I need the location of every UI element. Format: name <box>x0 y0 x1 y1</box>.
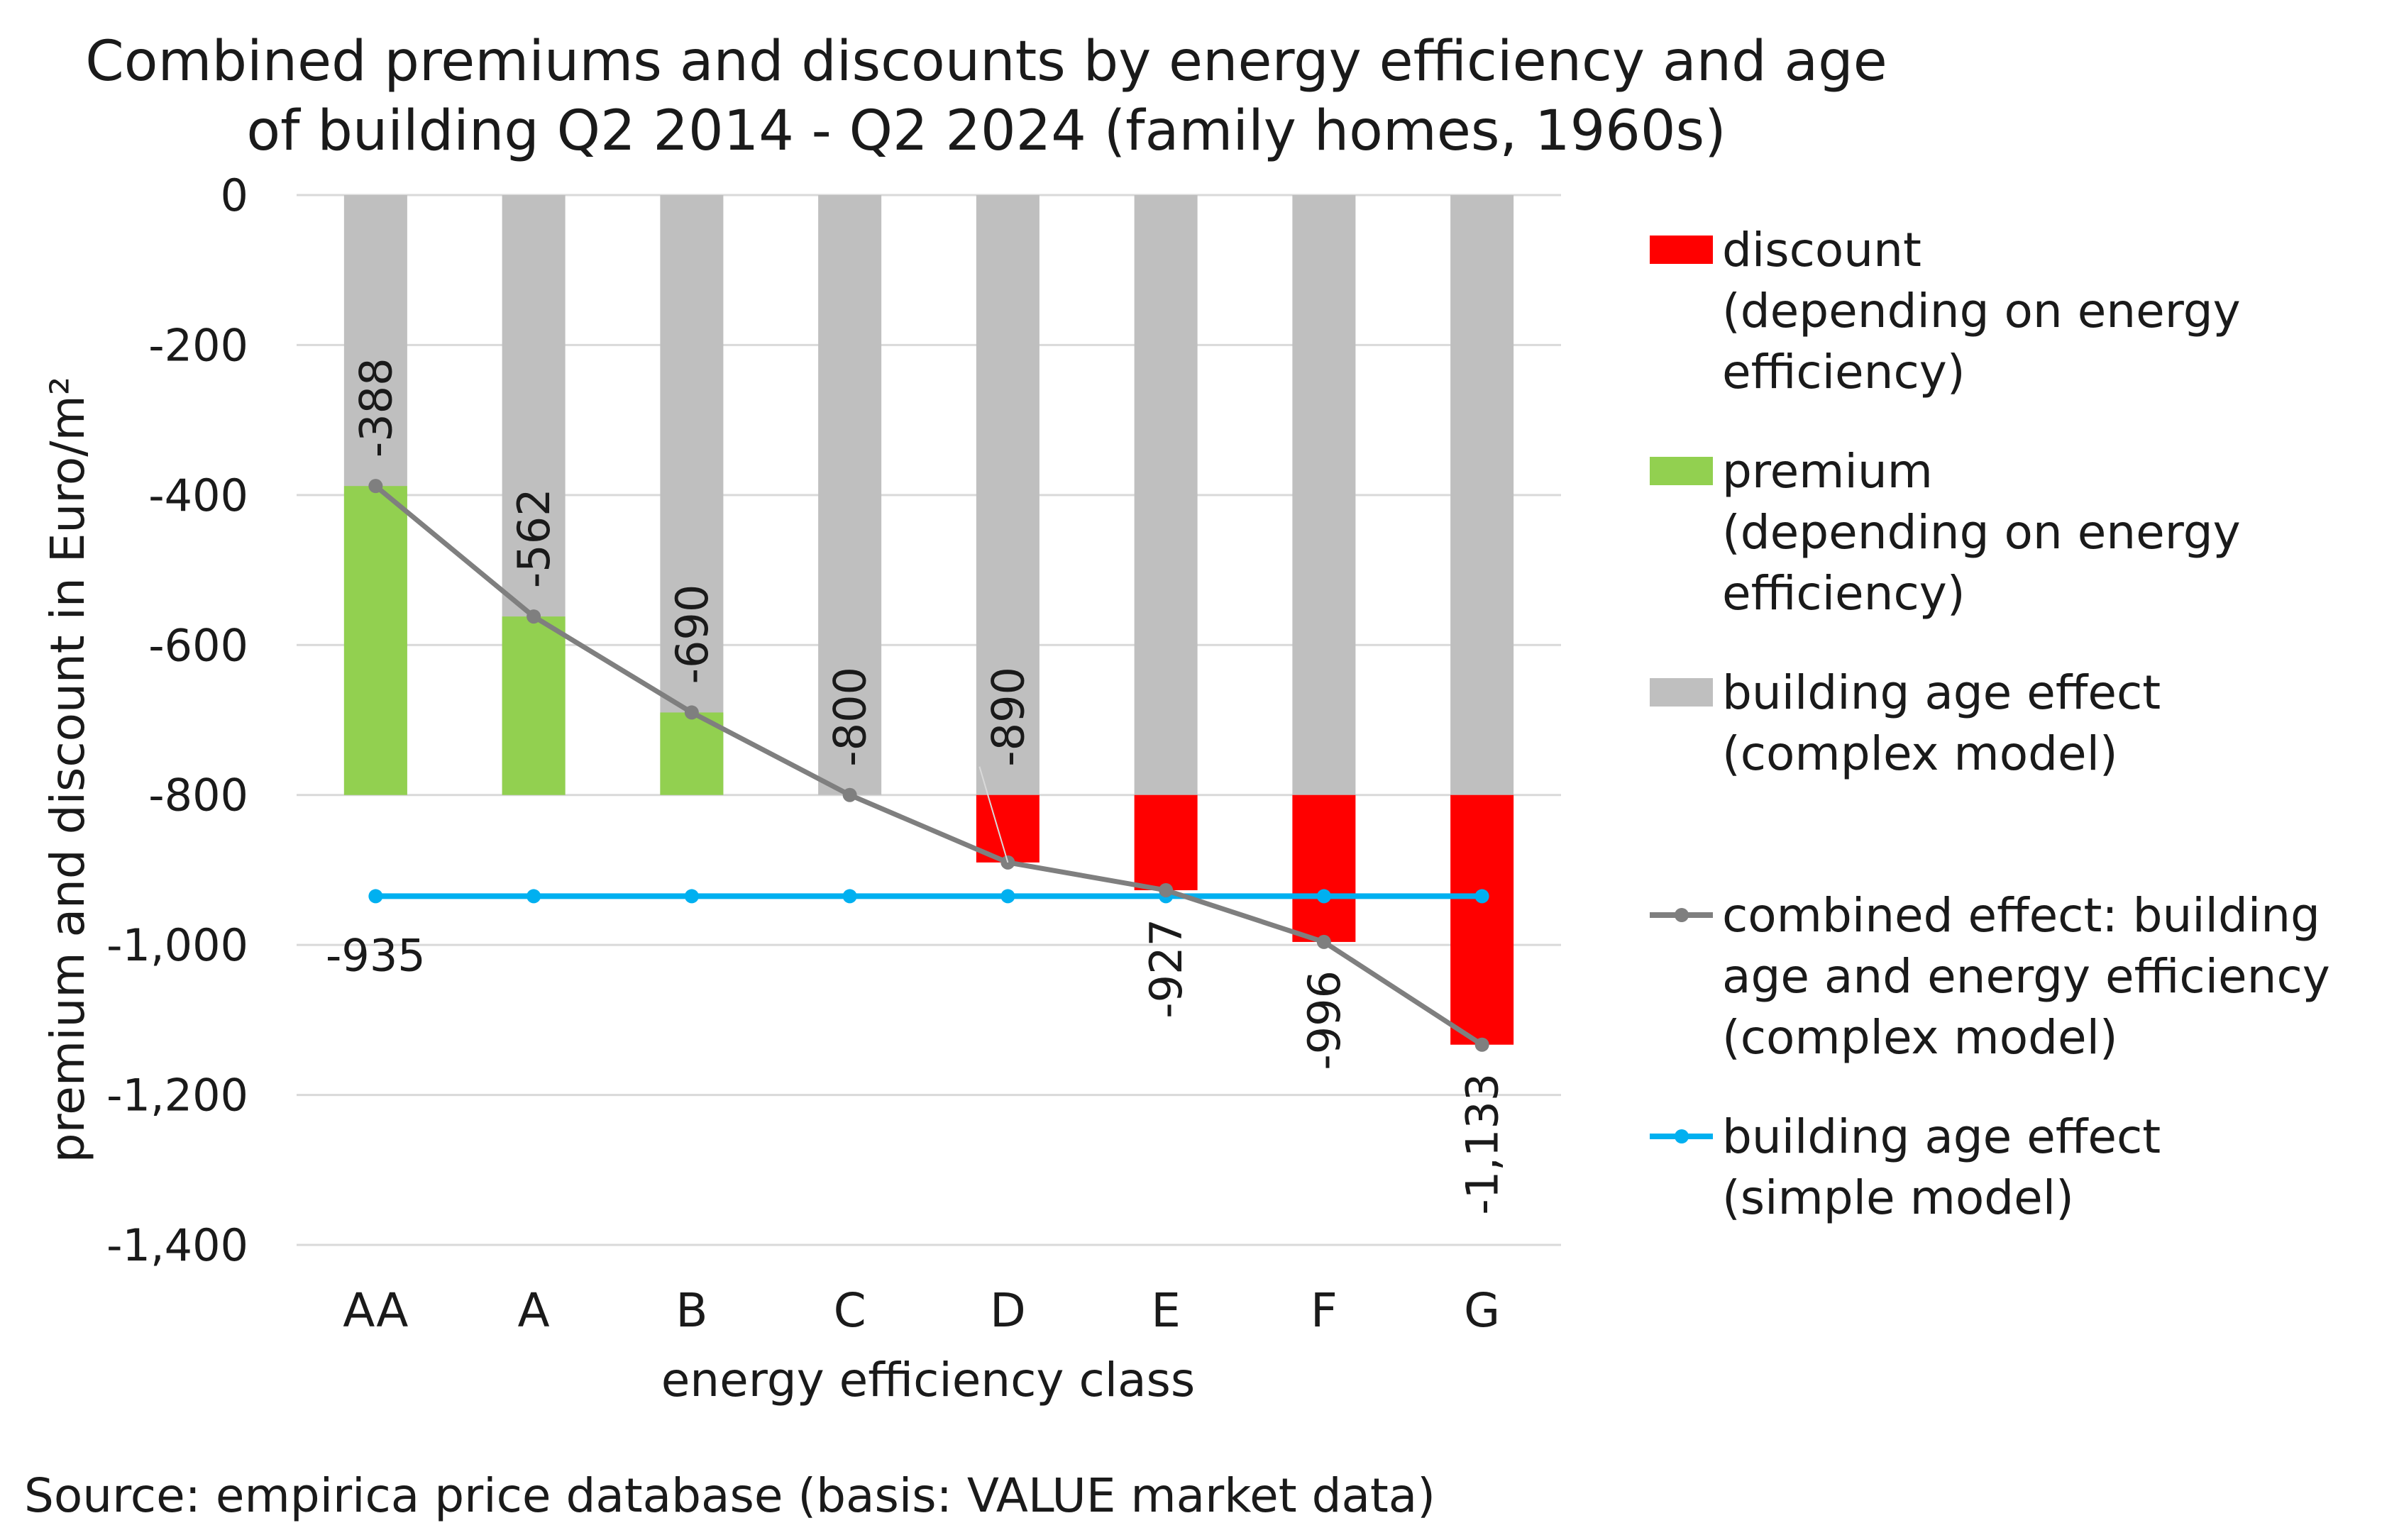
legend-label-discount: discount (depending on energy efficiency… <box>1722 220 2241 403</box>
data-label-combined: -890 <box>982 667 1034 767</box>
point-combined <box>368 479 383 494</box>
point-age-simple <box>684 889 699 904</box>
data-label-combined: -800 <box>825 667 876 767</box>
legend-text: building age effect <box>1722 665 2161 720</box>
lines <box>368 479 1489 1052</box>
legend-label-premium: premium (depending on energy efficiency) <box>1722 441 2241 624</box>
legend-text: (depending on energy <box>1722 284 2241 338</box>
x-tick-label: A <box>518 1283 550 1338</box>
y-tick-label: -400 <box>148 470 248 521</box>
legend-marker-combined <box>1675 908 1689 922</box>
bar-age-complex <box>1134 195 1198 795</box>
y-tick-label: -1,400 <box>106 1219 248 1271</box>
point-combined <box>526 609 541 624</box>
data-label-combined: -996 <box>1298 970 1350 1070</box>
x-axis-ticks: AA A B C D E F G <box>343 1283 1500 1338</box>
point-combined <box>684 705 699 720</box>
legend-text: efficiency) <box>1722 345 1965 399</box>
y-tick-label: -1,000 <box>106 919 248 971</box>
source-note: Source: empirica price database (basis: … <box>24 1468 1435 1523</box>
x-tick-label: E <box>1151 1283 1181 1338</box>
bar-age-complex <box>818 195 882 795</box>
legend-label-age-complex: building age effect (complex model) <box>1722 663 2161 785</box>
bar-premium <box>343 486 407 795</box>
legend-text: combined effect: building <box>1722 888 2320 943</box>
y-tick-label: -800 <box>148 770 248 821</box>
data-label-combined: -927 <box>1140 919 1192 1019</box>
bar-discount <box>1134 794 1198 890</box>
bar-age-complex <box>660 195 724 795</box>
chart-title-line-1: Combined premiums and discounts by energ… <box>85 30 1887 94</box>
point-combined <box>1474 1037 1489 1052</box>
bar-discount <box>1450 794 1514 1045</box>
point-combined <box>842 787 857 802</box>
bar-age-complex <box>976 195 1040 795</box>
legend-text: building age effect <box>1722 1109 2161 1164</box>
x-tick-label: C <box>834 1283 866 1338</box>
point-age-simple <box>526 889 541 904</box>
legend-text: (complex model) <box>1722 726 2118 781</box>
data-label-age-simple: -935 <box>326 929 426 981</box>
legend-text: (complex model) <box>1722 1010 2118 1065</box>
legend-swatch-discount <box>1650 236 1713 264</box>
y-tick-label: -600 <box>148 619 248 671</box>
bar-discount <box>1292 794 1356 942</box>
y-axis-label: premium and discount in Euro/m² <box>40 377 95 1163</box>
y-tick-label: 0 <box>221 170 248 221</box>
legend-label-age-simple: building age effect (simple model) <box>1722 1107 2161 1229</box>
label-leader-line <box>978 766 1009 863</box>
data-label-combined: -1,133 <box>1457 1073 1509 1215</box>
gridlines <box>297 194 1561 1246</box>
x-tick-label: F <box>1311 1283 1338 1338</box>
data-labels: -388 -562 -690 -800 -890 -927 -996 -1,133 -935 <box>326 358 1509 1214</box>
point-age-simple <box>368 889 383 904</box>
y-tick-label: -200 <box>148 319 248 371</box>
legend-label-combined: combined effect: building age and energy… <box>1722 885 2330 1068</box>
point-age-simple <box>1474 889 1489 904</box>
legend-text: (simple model) <box>1722 1170 2074 1225</box>
point-age-simple <box>842 889 857 904</box>
y-axis-ticks: 0 -200 -400 -600 -800 -1,000 -1,200 -1,400 <box>106 170 248 1271</box>
point-age-simple <box>1316 889 1331 904</box>
data-label-combined: -690 <box>666 585 718 685</box>
legend-marker-age-simple <box>1675 1129 1689 1143</box>
legend-text: age and energy efficiency <box>1722 949 2330 1004</box>
legend-text: discount <box>1722 223 1921 277</box>
x-tick-label: D <box>990 1283 1026 1338</box>
data-label-combined: -388 <box>350 358 402 458</box>
chart-title-line-2: of building Q2 2014 - Q2 2024 (family ho… <box>246 99 1726 163</box>
bar-premium <box>502 616 566 795</box>
line-combined <box>374 484 1484 1047</box>
legend-text: premium <box>1722 444 1933 499</box>
legend-text: (depending on energy <box>1722 505 2241 560</box>
x-tick-label: AA <box>343 1283 408 1338</box>
point-age-simple <box>1000 889 1015 904</box>
x-tick-label: B <box>676 1283 707 1338</box>
y-tick-label: -1,200 <box>106 1070 248 1121</box>
legend-swatch-premium <box>1650 457 1713 485</box>
legend-swatch-age-complex <box>1650 678 1713 707</box>
x-tick-label: G <box>1464 1283 1500 1338</box>
legend-text: efficiency) <box>1722 566 1965 621</box>
data-label-combined: -562 <box>508 488 560 588</box>
bar-age-complex <box>1292 195 1356 795</box>
bar-age-complex <box>1450 195 1514 795</box>
point-combined <box>1316 934 1331 949</box>
x-axis-label: energy efficiency class <box>661 1353 1196 1407</box>
point-combined <box>1159 882 1174 897</box>
bars <box>343 195 1514 1045</box>
